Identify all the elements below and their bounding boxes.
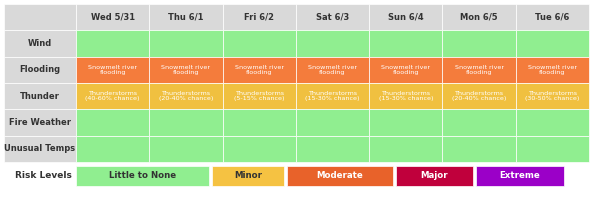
Bar — [516, 30, 589, 57]
Text: Thunderstorms
(20-40% chance): Thunderstorms (20-40% chance) — [159, 91, 213, 101]
Bar — [442, 4, 516, 30]
Text: Thunder: Thunder — [20, 92, 60, 101]
Bar — [222, 30, 296, 57]
Bar — [442, 57, 516, 83]
Bar — [149, 83, 222, 109]
Text: Little to None: Little to None — [109, 172, 176, 180]
Bar — [296, 83, 369, 109]
Bar — [369, 4, 442, 30]
Text: Thunderstorms
(30-50% chance): Thunderstorms (30-50% chance) — [525, 91, 579, 101]
Bar — [4, 83, 76, 109]
Text: Wind: Wind — [28, 39, 52, 48]
Text: Risk Levels: Risk Levels — [15, 172, 72, 180]
Bar — [476, 166, 564, 186]
Bar — [516, 83, 589, 109]
Bar — [442, 136, 516, 162]
Text: Thunderstorms
(15-30% chance): Thunderstorms (15-30% chance) — [378, 91, 433, 101]
Bar — [516, 57, 589, 83]
Text: Snowmelt river
flooding: Snowmelt river flooding — [381, 65, 431, 75]
Text: Snowmelt river
flooding: Snowmelt river flooding — [88, 65, 137, 75]
Bar — [296, 109, 369, 136]
Bar — [516, 109, 589, 136]
Bar — [76, 109, 149, 136]
Bar — [4, 4, 76, 30]
Bar — [296, 136, 369, 162]
Bar — [516, 136, 589, 162]
Bar — [222, 136, 296, 162]
Bar — [369, 109, 442, 136]
Text: Snowmelt river
flooding: Snowmelt river flooding — [454, 65, 503, 75]
Bar — [149, 30, 222, 57]
Bar — [296, 4, 369, 30]
Text: Thunderstorms
(5-15% chance): Thunderstorms (5-15% chance) — [234, 91, 285, 101]
Bar — [369, 136, 442, 162]
Bar — [76, 166, 209, 186]
Bar — [4, 109, 76, 136]
Text: Extreme: Extreme — [500, 172, 540, 180]
Text: Thunderstorms
(40-60% chance): Thunderstorms (40-60% chance) — [85, 91, 140, 101]
Bar — [76, 83, 149, 109]
Bar — [76, 30, 149, 57]
Bar — [149, 136, 222, 162]
Bar — [222, 57, 296, 83]
Bar — [288, 166, 393, 186]
Bar — [76, 4, 149, 30]
Bar — [149, 4, 222, 30]
Text: Wed 5/31: Wed 5/31 — [91, 13, 135, 22]
Text: Mon 6/5: Mon 6/5 — [460, 13, 498, 22]
Bar — [369, 57, 442, 83]
Bar — [222, 83, 296, 109]
Text: Snowmelt river
flooding: Snowmelt river flooding — [235, 65, 284, 75]
Text: Sat 6/3: Sat 6/3 — [316, 13, 349, 22]
Bar — [296, 30, 369, 57]
Bar — [442, 83, 516, 109]
Bar — [4, 57, 76, 83]
Text: Thunderstorms
(15-30% chance): Thunderstorms (15-30% chance) — [305, 91, 360, 101]
Text: Tue 6/6: Tue 6/6 — [535, 13, 569, 22]
Text: Thu 6/1: Thu 6/1 — [168, 13, 203, 22]
Bar — [516, 4, 589, 30]
Bar — [212, 166, 285, 186]
Text: Minor: Minor — [234, 172, 262, 180]
Text: Sun 6/4: Sun 6/4 — [388, 13, 423, 22]
Bar — [296, 57, 369, 83]
Text: Flooding: Flooding — [20, 65, 60, 74]
Bar — [369, 83, 442, 109]
Text: Unusual Temps: Unusual Temps — [4, 144, 75, 153]
Text: Snowmelt river
flooding: Snowmelt river flooding — [161, 65, 211, 75]
Bar — [442, 109, 516, 136]
Text: Snowmelt river
flooding: Snowmelt river flooding — [528, 65, 577, 75]
Bar — [442, 30, 516, 57]
Text: Thunderstorms
(20-40% chance): Thunderstorms (20-40% chance) — [452, 91, 506, 101]
Text: Major: Major — [420, 172, 448, 180]
Text: Fire Weather: Fire Weather — [9, 118, 71, 127]
Bar — [76, 136, 149, 162]
Text: Moderate: Moderate — [317, 172, 364, 180]
Bar — [222, 109, 296, 136]
Bar — [396, 166, 473, 186]
Bar — [149, 57, 222, 83]
Bar — [76, 57, 149, 83]
Bar — [4, 136, 76, 162]
Bar — [222, 4, 296, 30]
Text: Fri 6/2: Fri 6/2 — [244, 13, 274, 22]
Bar — [149, 109, 222, 136]
Bar — [369, 30, 442, 57]
Bar — [4, 30, 76, 57]
Text: Snowmelt river
flooding: Snowmelt river flooding — [308, 65, 357, 75]
